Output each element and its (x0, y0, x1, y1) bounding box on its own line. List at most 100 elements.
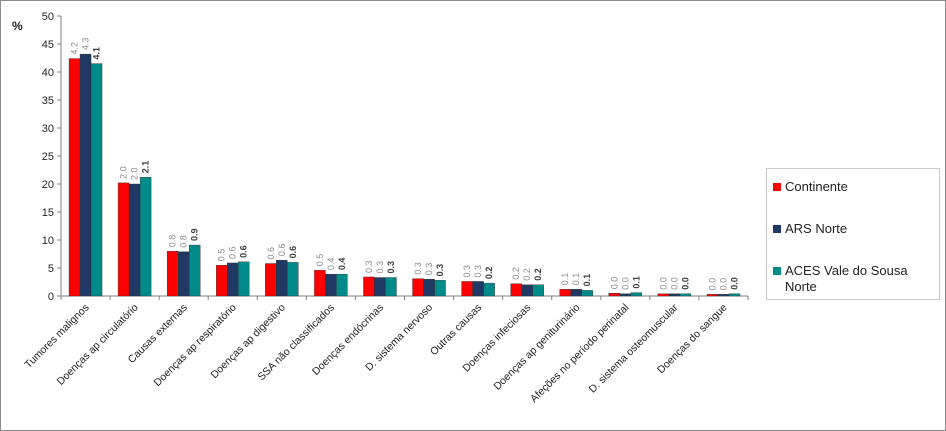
legend-item-aces: ACES Vale do Sousa Norte (773, 263, 935, 295)
legend-item-continente: Continente (773, 179, 935, 195)
bar (559, 289, 571, 297)
data-label: 0.8 (179, 235, 189, 248)
data-label: 0.5 (217, 249, 227, 262)
bar (619, 293, 632, 297)
bar (608, 293, 621, 297)
data-label: 0.0 (609, 277, 619, 290)
data-label: 0.3 (473, 265, 483, 278)
bar (657, 293, 670, 297)
bar (79, 53, 92, 297)
y-tick-label: 5 (48, 263, 54, 275)
data-label: 0.0 (669, 277, 679, 290)
bar (483, 282, 495, 297)
data-label: 0.0 (718, 278, 728, 291)
y-tick-label: 45 (42, 39, 54, 51)
bar (68, 58, 81, 297)
bar (385, 277, 397, 297)
data-label: 0.3 (462, 265, 472, 278)
bar (717, 294, 730, 297)
bar (166, 250, 179, 297)
bar (728, 293, 741, 297)
bar (128, 183, 141, 297)
bar (188, 244, 201, 297)
data-label: 0.4 (326, 258, 336, 271)
bar (374, 277, 386, 297)
data-label: 0.9 (190, 229, 200, 242)
bar (679, 293, 692, 297)
data-label: 0.0 (658, 277, 668, 290)
bar (139, 177, 152, 297)
data-label: 0.0 (620, 277, 630, 290)
y-tick-label: 35 (42, 95, 54, 107)
bar (265, 263, 277, 297)
data-label: 0.3 (435, 264, 445, 277)
bar (423, 279, 435, 297)
y-tick-label: 25 (42, 151, 54, 163)
data-label: 0.1 (560, 273, 570, 286)
legend-swatch-ars-norte (773, 225, 781, 233)
data-label: 2.1 (141, 161, 151, 174)
data-label: 0.1 (582, 274, 592, 287)
bar (706, 294, 719, 297)
legend: Continente ARS Norte ACES Vale do Sousa … (766, 168, 940, 300)
bar (276, 259, 288, 297)
data-label: 4.3 (81, 38, 91, 51)
bar (363, 276, 375, 297)
data-label: 0.3 (424, 263, 434, 276)
data-label: 0.6 (277, 244, 287, 257)
bar (510, 283, 522, 297)
y-tick-label: 50 (42, 11, 54, 23)
data-label: 0.3 (413, 262, 423, 275)
bar (314, 270, 326, 297)
data-label: 0.3 (364, 260, 374, 273)
bar (570, 289, 582, 297)
data-label: 2.0 (119, 166, 129, 179)
data-label: 0.6 (266, 247, 276, 260)
y-tick-label: 20 (42, 179, 54, 191)
data-label: 0.2 (511, 267, 521, 280)
category-label: Doenças ap circulatório (55, 302, 141, 388)
data-label: 0.1 (631, 276, 641, 289)
data-label: 0.2 (522, 268, 532, 281)
y-tick-label: 10 (42, 235, 54, 247)
bar (227, 262, 239, 297)
data-label: 0.2 (533, 268, 543, 281)
legend-swatch-continente (773, 183, 781, 191)
category-label: Doenças ap respiratório (152, 302, 239, 389)
bar (521, 284, 533, 297)
bar (238, 261, 250, 297)
y-tick-label: 15 (42, 207, 54, 219)
data-label: 0.6 (239, 245, 249, 258)
data-label: 0.3 (375, 261, 385, 274)
bar (90, 63, 103, 297)
data-label: 2.0 (130, 167, 140, 180)
y-axis-label: % (12, 19, 23, 33)
data-label: 0.5 (315, 254, 325, 267)
bar (630, 292, 643, 297)
category-label: D. sistema osteomuscular (587, 301, 681, 395)
data-label: 0.0 (680, 277, 690, 290)
legend-label-aces: ACES Vale do Sousa Norte (785, 263, 908, 294)
data-label: 0.0 (729, 277, 739, 290)
legend-label-continente: Continente (785, 179, 848, 194)
bar (216, 265, 228, 297)
data-label: 0.4 (337, 258, 347, 271)
data-label: 0.6 (228, 246, 238, 259)
bar (117, 182, 130, 297)
bar (668, 293, 681, 297)
data-label: 0.6 (288, 246, 298, 259)
y-tick-label: 30 (42, 123, 54, 135)
legend-label-ars-norte: ARS Norte (785, 221, 848, 236)
data-label: 4.1 (92, 47, 102, 60)
bar (472, 281, 484, 297)
data-label: 0.8 (168, 235, 178, 248)
legend-swatch-aces (773, 267, 781, 275)
y-tick-label: 0 (48, 291, 54, 303)
bar (336, 273, 348, 297)
bar (532, 284, 544, 297)
bar (325, 273, 337, 297)
data-label: 0.0 (707, 278, 717, 291)
category-label: Afeções no período perinatal (528, 302, 631, 405)
bar (434, 280, 446, 297)
